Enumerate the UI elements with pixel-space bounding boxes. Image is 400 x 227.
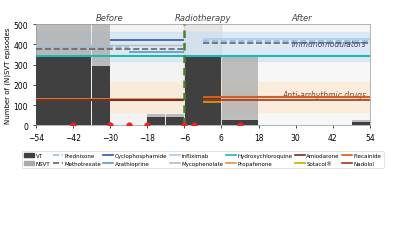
Bar [222,25,370,126]
Text: After: After [292,14,312,23]
Bar [352,121,370,126]
Text: Radiotherapy: Radiotherapy [174,14,231,23]
Bar [166,117,184,126]
Legend: VT, NSVT, Prednisone, Methotrexate, Cyclophosphamide, Azathioprine, Infliximab, : VT, NSVT, Prednisone, Methotrexate, Cycl… [22,151,384,168]
Bar [36,25,91,126]
Bar [184,55,202,126]
Bar [92,66,110,126]
Bar [148,115,165,126]
Y-axis label: Number of (N)SVT episodes: Number of (N)SVT episodes [4,27,11,123]
Bar [36,55,91,126]
Bar [92,25,110,126]
Bar [148,118,165,126]
Text: Before: Before [96,14,124,23]
Bar [36,33,370,61]
Text: Immunomodulators: Immunomodulators [292,40,367,49]
Bar [203,55,221,126]
Bar [240,55,258,126]
Bar [222,120,240,126]
Bar [166,115,184,126]
Bar [36,82,370,113]
Bar [203,55,221,126]
Bar [240,120,258,126]
Bar [36,25,184,126]
Text: Anti-arrhythmic drugs: Anti-arrhythmic drugs [283,90,367,99]
Bar [352,122,370,126]
Bar [184,25,222,126]
Bar [184,55,202,126]
Bar [222,55,240,126]
